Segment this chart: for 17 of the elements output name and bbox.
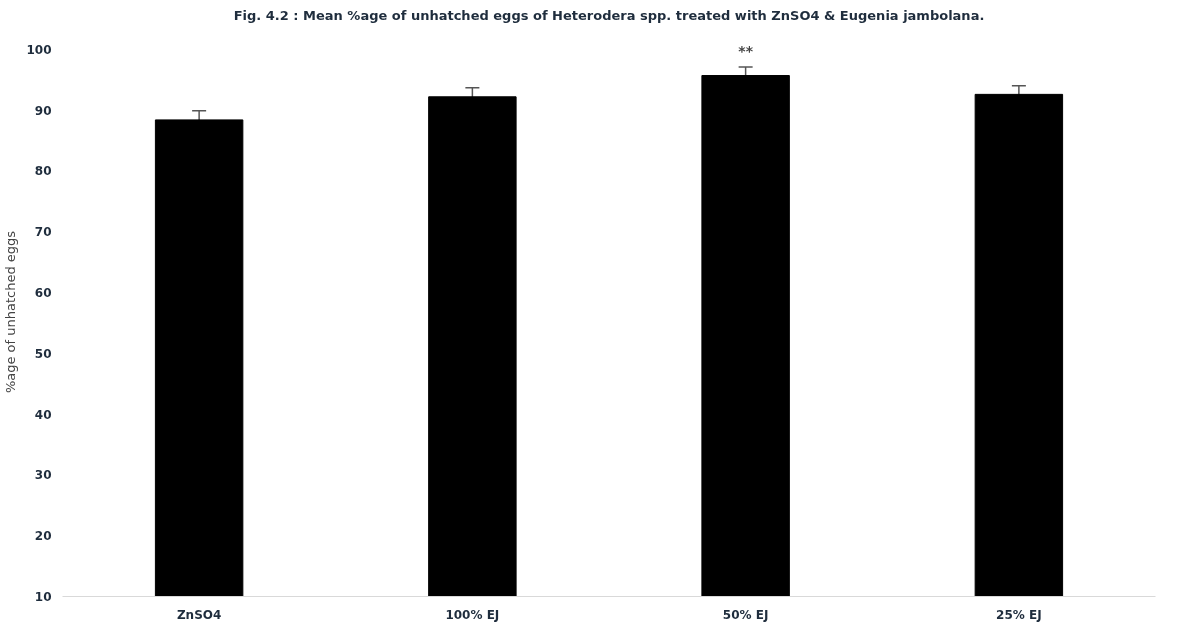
y-tick-label: 80 (34, 164, 52, 179)
y-tick-label: 100 (26, 42, 52, 57)
y-axis-title: %age of unhatched eggs (3, 230, 19, 394)
y-tick-label: 60 (34, 286, 52, 301)
y-tick-label: 20 (34, 529, 52, 544)
x-tick-label: 100% EJ (445, 607, 500, 622)
x-tick-label: 50% EJ (722, 607, 769, 622)
y-tick-label: 70 (34, 225, 52, 240)
chart-title: Fig. 4.2 : Mean %age of unhatched eggs of Heterodera spp. treated with ZnSO4 & Eugenia jambolana. (233, 7, 985, 23)
y-tick-label: 10 (34, 590, 52, 604)
y-tick-label: 40 (34, 407, 52, 422)
y-tick-label: 90 (34, 103, 52, 118)
y-tick-label: 50 (34, 346, 52, 361)
x-tick-label: 25% EJ (996, 607, 1042, 622)
annotation: ** (738, 43, 754, 60)
y-tick-label: 30 (34, 468, 52, 483)
x-tick-label: ZnSO4 (176, 607, 222, 622)
